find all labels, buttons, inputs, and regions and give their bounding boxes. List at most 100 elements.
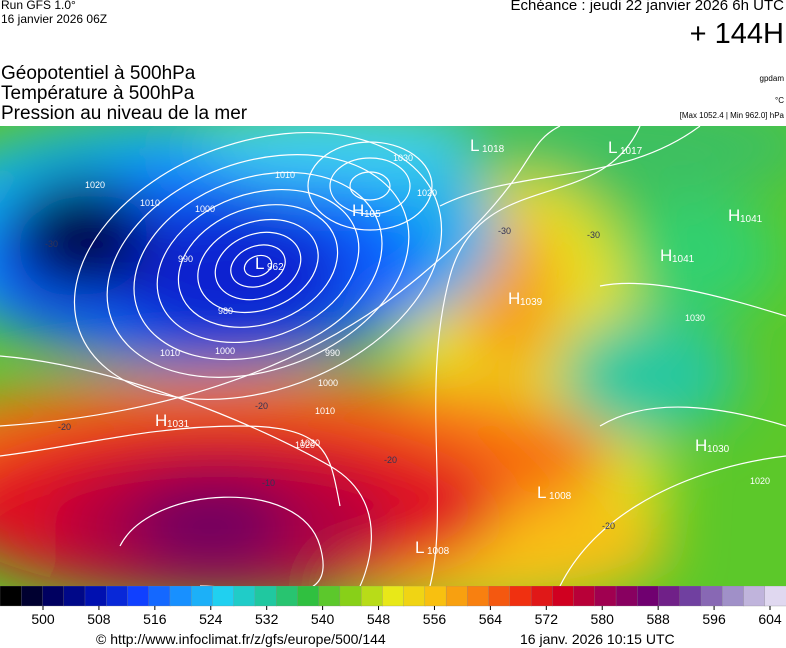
isobar (0, 126, 561, 427)
color-swatch (509, 586, 532, 607)
system-pressure: 962 (267, 262, 284, 273)
contour-label: 1020 (750, 476, 770, 486)
isobar (133, 171, 383, 361)
isobar (73, 131, 443, 401)
color-swatch (233, 586, 256, 607)
contour-label: -20 (255, 401, 268, 411)
system-kind: H (155, 411, 167, 430)
color-swatch (424, 586, 447, 607)
temperature-field (0, 126, 786, 586)
isobar (439, 126, 701, 207)
system-pressure: 1030 (707, 444, 730, 455)
contour-label: -30 (587, 230, 600, 240)
colorbar-label: 604 (758, 611, 782, 627)
color-swatch (679, 586, 702, 607)
source: © http://www.infoclimat.fr/z/gfs/europe/… (96, 631, 386, 647)
color-swatch (63, 586, 86, 607)
color-swatch (445, 586, 469, 607)
color-swatch (339, 586, 362, 607)
color-swatch (276, 586, 299, 607)
colorbar: 500 508 516 524 532 540 548 556 564 572 580 588 596 6… (0, 586, 786, 627)
contour-label: 990 (178, 254, 193, 264)
system-kind: L (255, 254, 264, 273)
color-swatch (615, 586, 638, 607)
isobar (307, 141, 433, 231)
colorbar-label: 572 (535, 611, 559, 627)
contour-label: 980 (218, 306, 233, 316)
contour-label: 990 (325, 348, 340, 358)
colorbar-label: 596 (702, 611, 726, 627)
contour-label: 1010 (275, 170, 295, 180)
system-pressure: 1041 (672, 254, 695, 265)
color-swatch (42, 586, 65, 607)
colorbar-label: 588 (646, 611, 670, 627)
color-swatch (488, 586, 511, 607)
isobar (230, 244, 286, 288)
contour-label: 1000 (318, 378, 338, 388)
system-kind: L (537, 483, 546, 502)
colorbar-label: 500 (31, 611, 55, 627)
color-swatch (169, 586, 192, 607)
contour-label: 1020 (85, 180, 105, 190)
system-kind: H (695, 436, 707, 455)
run: Run GFS 1.0° (1, 0, 76, 12)
system-pressure: 1018 (482, 144, 505, 155)
contour-label: 1010 (160, 348, 180, 358)
field: Température à 500hPa (1, 83, 195, 104)
isobar (119, 496, 324, 586)
system-pressure: 1017 (620, 146, 643, 157)
system-pressure: 1031 (167, 419, 190, 430)
contour-label: 1020 (295, 440, 315, 450)
isobar (243, 254, 273, 278)
color-swatch (106, 586, 129, 607)
isobar (0, 355, 372, 586)
contour-label: -30 (45, 239, 58, 249)
color-swatch (403, 586, 426, 607)
contour-label: 1030 (685, 313, 705, 323)
colorbar-label: 564 (479, 611, 503, 627)
colorbar-label: 508 (87, 611, 111, 627)
colorbar-label: 540 (311, 611, 335, 627)
colorbar-label: 516 (143, 611, 167, 627)
color-swatch (0, 586, 22, 607)
colorbar-label: 532 (255, 611, 279, 627)
colorbar-label: 556 (423, 611, 447, 627)
timestamp: 16 janv. 2026 10:15 UTC (520, 631, 675, 647)
contour-label: 1030 (393, 153, 413, 163)
color-swatch (658, 586, 681, 607)
unit: gpdam (759, 74, 784, 83)
contour-label: -20 (58, 422, 71, 432)
system-pressure: 1041 (740, 214, 763, 225)
color-swatch (467, 586, 490, 607)
contour-label: 1020 (417, 188, 437, 198)
isobar (349, 171, 391, 201)
system-kind: H (660, 246, 672, 265)
field: Pression au niveau de la mer (1, 103, 248, 124)
isobar (197, 218, 319, 314)
color-swatch (530, 586, 553, 607)
system-pressure: 105 (364, 209, 381, 220)
color-swatch (254, 586, 277, 607)
color-swatch (743, 586, 766, 607)
unit: °C (775, 96, 784, 105)
system-kind: L (608, 138, 617, 157)
contour-label: -30 (498, 226, 511, 236)
isobar (559, 455, 786, 586)
contours (0, 126, 786, 586)
isobar (599, 282, 786, 317)
colorbar-label: 548 (367, 611, 391, 627)
colorbar-label: 580 (591, 611, 615, 627)
run-date: 16 janvier 2026 06Z (1, 12, 108, 26)
system-kind: L (470, 136, 479, 155)
isobar (214, 231, 302, 301)
color-swatch (552, 586, 575, 607)
color-swatch (700, 586, 723, 607)
contour-label: -10 (262, 478, 275, 488)
color-swatch (191, 586, 214, 607)
color-swatch (84, 586, 107, 607)
isobar (429, 126, 641, 586)
contour-label: 1010 (315, 406, 335, 416)
color-swatch (382, 586, 405, 607)
contour-label: 1020 (300, 438, 320, 448)
